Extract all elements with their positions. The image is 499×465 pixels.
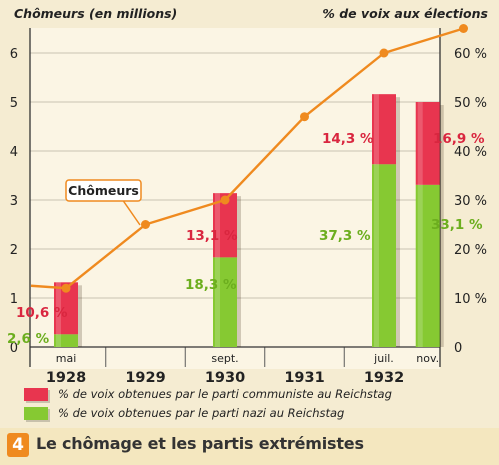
bar-nazi-sept. — [213, 257, 237, 347]
bar-nazi-nov. — [415, 184, 440, 347]
left-tick-6: 6 — [10, 47, 18, 62]
right-tick-6: 60 % — [454, 47, 487, 62]
right-tick-0: 0 — [454, 341, 462, 356]
label-nazi-mai: 2,6 % — [7, 331, 50, 347]
caption-title: Le chômage et les partis extrémistes — [36, 434, 364, 453]
year-label-1931: 1931 — [284, 370, 324, 386]
bar-nazi-mai — [54, 334, 78, 347]
unemployment-point-1 — [141, 220, 150, 229]
year-label-1929: 1929 — [125, 370, 165, 386]
right-tick-4: 40 % — [454, 145, 487, 160]
right-tick-1: 10 % — [454, 292, 487, 307]
year-label-1930: 1930 — [205, 370, 245, 386]
line-label-text: Chômeurs — [68, 183, 139, 198]
legend-nazi-label: % de voix obtenues par le parti nazi au … — [58, 406, 345, 420]
year-label-1932: 1932 — [364, 370, 404, 386]
legend-nazi-swatch — [24, 407, 48, 420]
label-communist-juil.: 14,3 % — [322, 131, 374, 147]
line-label-leader — [121, 198, 141, 226]
bar-highlight-2 — [374, 94, 379, 347]
line-label-box — [65, 179, 142, 202]
left-tick-2: 2 — [10, 243, 18, 258]
legend-communist-label: % de voix obtenues par le parti communis… — [58, 387, 392, 401]
right-tick-3: 30 % — [454, 194, 487, 209]
legend-communist-swatch — [24, 388, 48, 401]
month-label-nov.: nov. — [416, 352, 439, 365]
caption-bar — [0, 428, 499, 465]
left-tick-5: 5 — [10, 96, 18, 111]
right-axis-title: % de voix aux élections — [322, 6, 488, 21]
bar-highlight-0 — [56, 282, 61, 347]
label-communist-sept.: 13,1 % — [186, 228, 238, 244]
bar-highlight-3 — [417, 102, 423, 347]
month-label-mai: mai — [56, 352, 77, 365]
label-nazi-sept.: 18,3 % — [185, 277, 237, 293]
unemployment-point-2 — [220, 195, 230, 205]
bar-highlight-1 — [215, 193, 220, 347]
label-communist-mai: 10,6 % — [16, 305, 68, 321]
unemployment-point-5 — [459, 24, 468, 33]
left-axis-title: Chômeurs (en millions) — [14, 6, 177, 21]
label-nazi-nov.: 33,1 % — [431, 217, 483, 233]
month-label-juil.: juil. — [373, 352, 394, 365]
label-communist-nov.: 16,9 % — [433, 131, 485, 147]
right-tick-2: 20 % — [454, 243, 487, 258]
bar-nazi-juil. — [372, 164, 396, 347]
caption-number: 4 — [7, 433, 29, 457]
left-tick-4: 4 — [10, 145, 18, 160]
bar-communist-nov. — [415, 102, 440, 185]
left-tick-0: 0 — [10, 341, 18, 356]
unemployment-point-0 — [61, 283, 71, 293]
label-nazi-juil.: 37,3 % — [319, 228, 371, 244]
left-tick-1: 1 — [10, 292, 18, 307]
left-tick-3: 3 — [10, 194, 18, 209]
right-tick-5: 50 % — [454, 96, 487, 111]
unemployment-point-4 — [379, 48, 389, 58]
bar-communist-juil. — [372, 94, 396, 165]
year-label-1928: 1928 — [46, 370, 86, 386]
chart-svg: Chômeurs (en millions) % de voix aux élec… — [7, 6, 488, 386]
month-label-sept.: sept. — [211, 352, 238, 365]
unemployment-point-3 — [300, 112, 309, 122]
